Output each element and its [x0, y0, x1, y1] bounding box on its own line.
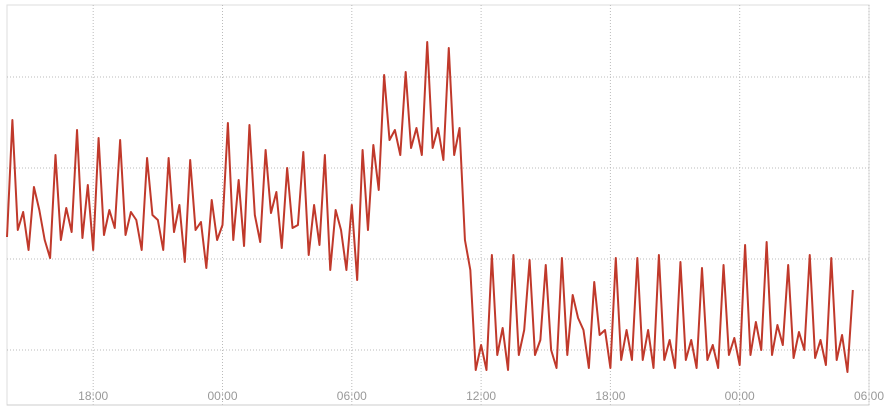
x-tick-label: 18:00	[595, 389, 625, 403]
x-tick-label: 18:00	[78, 389, 108, 403]
x-tick-label: 06:00	[337, 389, 367, 403]
x-tick-label: 12:00	[466, 389, 496, 403]
line	[6, 41, 854, 373]
x-tick-label: 06:00	[854, 389, 884, 403]
x-tick-label: 00:00	[725, 389, 755, 403]
x-tick-label: 00:00	[207, 389, 237, 403]
